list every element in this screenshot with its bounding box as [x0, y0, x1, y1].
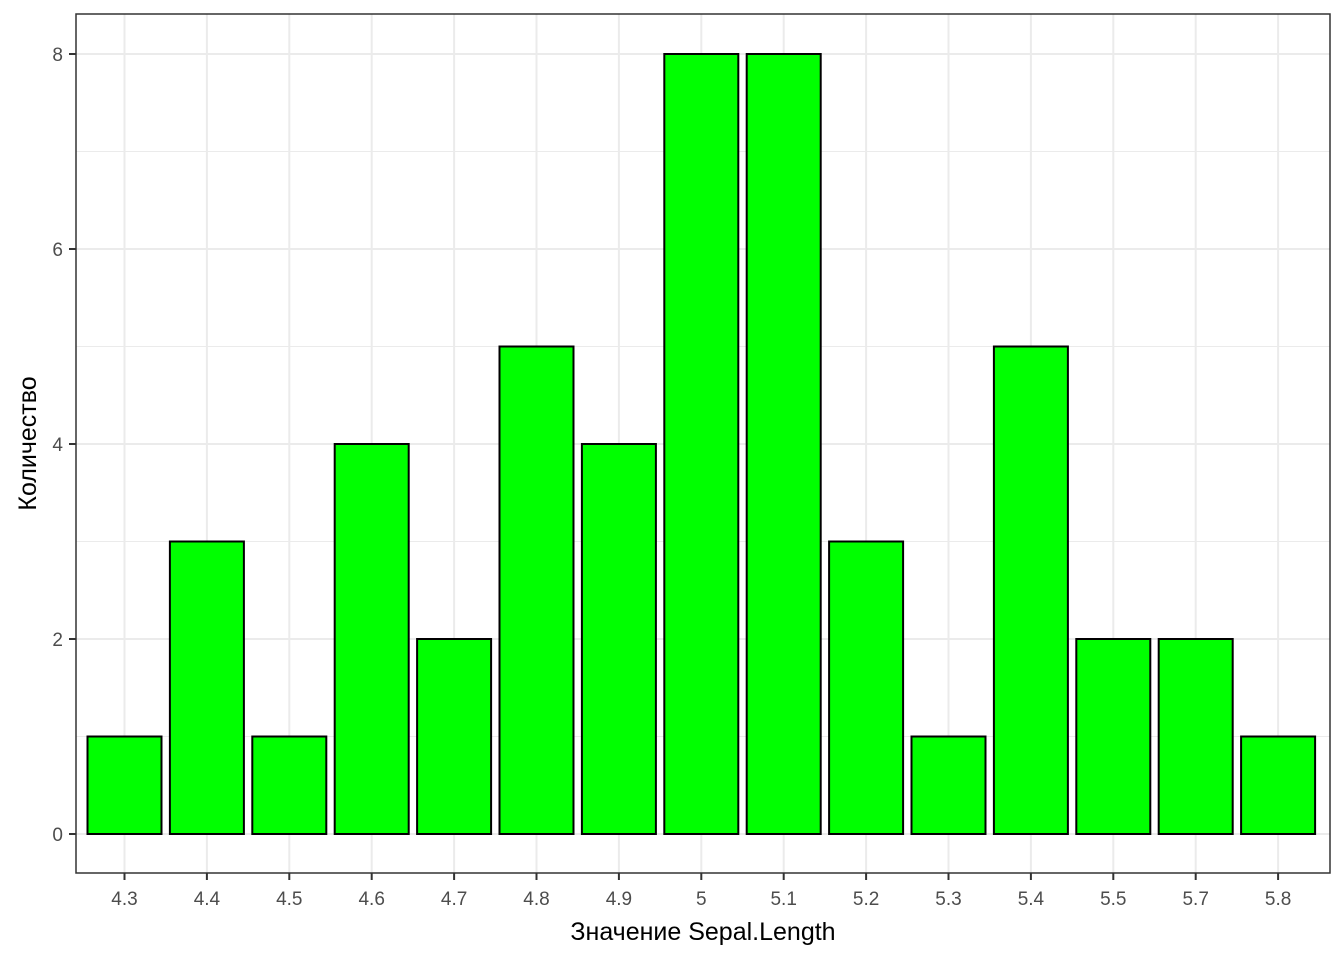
bar-4.8: [498, 345, 575, 835]
bar-4.4: [168, 540, 245, 835]
y-tick-label: 8: [52, 45, 63, 66]
y-tick-label: 4: [52, 435, 63, 456]
x-tick-label: 5.2: [853, 889, 879, 910]
x-axis-title: Значение Sepal.Length: [570, 918, 835, 946]
x-tick-label: 4.4: [194, 889, 221, 910]
bar-5.5: [1075, 638, 1152, 835]
y-axis-title: Количество: [14, 376, 42, 510]
bar-4.9: [580, 443, 657, 835]
x-tick-label: 5.5: [1100, 889, 1126, 910]
x-tick-label: 4.6: [358, 889, 384, 910]
bar-5.1: [745, 53, 822, 835]
bar-4.7: [416, 638, 493, 835]
x-tick-label: 4.9: [606, 889, 632, 910]
x-tick-label: 4.8: [523, 889, 549, 910]
bar-5.7: [1157, 638, 1234, 835]
bar-4.5: [251, 735, 328, 835]
y-tick-label: 6: [52, 240, 63, 261]
x-tick-label: 5.7: [1182, 889, 1208, 910]
x-tick-label: 5: [696, 889, 707, 910]
bar-5.2: [828, 540, 905, 835]
x-tick-label: 5.3: [935, 889, 961, 910]
x-tick-label: 4.3: [111, 889, 137, 910]
y-tick-label: 0: [52, 825, 63, 846]
bar-4.3: [86, 735, 163, 835]
bar-5.3: [910, 735, 987, 835]
x-tick-label: 4.5: [276, 889, 302, 910]
y-axis: 0 2 4 6 8: [52, 45, 76, 846]
bar-5.4: [992, 345, 1069, 835]
bars: [86, 53, 1317, 835]
x-tick-label: 4.7: [441, 889, 467, 910]
bar-5: [663, 53, 740, 835]
x-tick-label: 5.1: [770, 889, 796, 910]
bar-4.6: [333, 443, 410, 835]
x-tick-label: 5.8: [1265, 889, 1291, 910]
x-tick-label: 5.4: [1018, 889, 1045, 910]
bar-5.8: [1240, 735, 1317, 835]
y-tick-label: 2: [52, 630, 63, 651]
x-axis: 4.3 4.4 4.5 4.6 4.7 4.8 4.9 5 5.1 5.2 5.3 5.4 5.5 5.7…: [111, 873, 1291, 910]
